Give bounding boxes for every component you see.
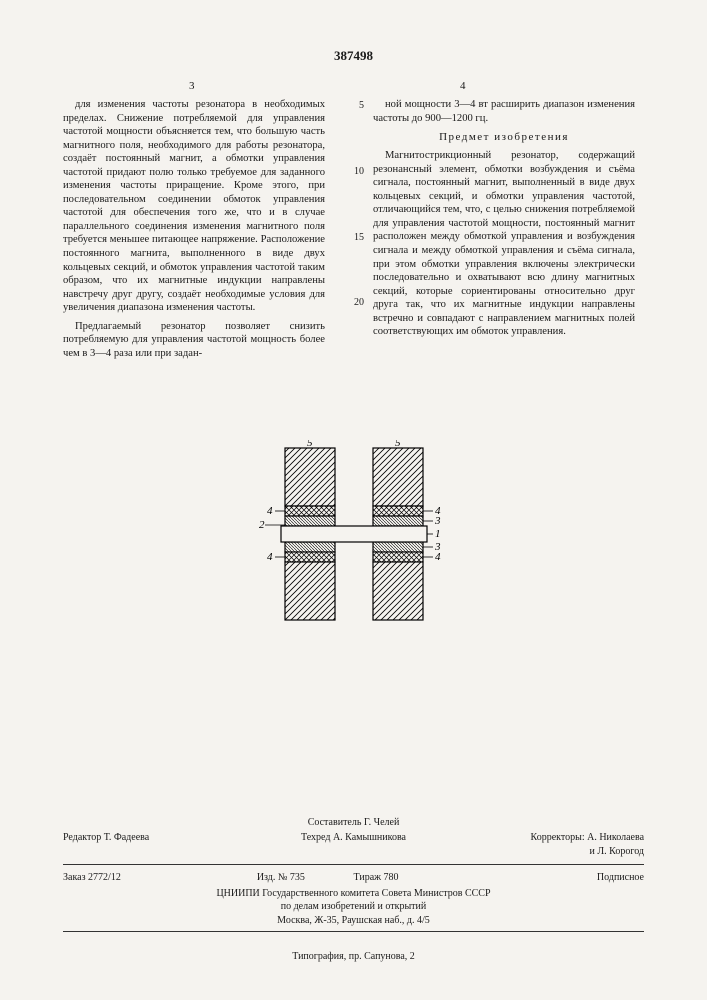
org-line: Москва, Ж-35, Раушская наб., д. 4/5 [63, 914, 644, 928]
compiler-line: Составитель Г. Челей [63, 816, 644, 830]
tirage: Тираж 780 [354, 871, 499, 885]
svg-text:4: 4 [267, 505, 273, 517]
svg-text:4: 4 [267, 551, 273, 563]
body-paragraph: для изменения частоты резонатора в необх… [63, 98, 325, 315]
line-number-gutter: 5 10 15 20 [346, 100, 364, 363]
sign: Подписное [499, 871, 644, 885]
org-line: ЦНИИПИ Государственного комитета Совета … [63, 887, 644, 901]
body-paragraph: Предлагаемый резонатор позволяет снизить… [63, 320, 325, 361]
right-column: ной мощности 3—4 вт расширить диапазон и… [373, 98, 635, 344]
tech: Техред А. Камышникова [257, 831, 451, 858]
editor: Редактор Т. Фадеева [63, 831, 257, 858]
col-header-left: 3 [189, 80, 195, 92]
svg-text:2: 2 [259, 519, 265, 531]
svg-text:1: 1 [435, 528, 441, 540]
issue: Изд. № 735 [208, 871, 353, 885]
correctors: Корректоры: А. Николаева и Л. Корогод [450, 831, 644, 858]
line-number: 15 [346, 232, 364, 245]
line-number: 5 [346, 100, 364, 113]
org-line: по делам изобретений и открытий [63, 900, 644, 914]
line-number: 20 [346, 297, 364, 310]
svg-text:3: 3 [434, 515, 441, 527]
order: Заказ 2772/12 [63, 871, 208, 885]
left-column: для изменения частоты резонатора в необх… [63, 98, 325, 365]
footer-block: Составитель Г. Челей Редактор Т. Фадеева… [63, 816, 644, 937]
printer-line: Типография, пр. Сапунова, 2 [0, 951, 707, 962]
svg-text:5: 5 [395, 440, 401, 449]
svg-text:4: 4 [435, 551, 441, 563]
body-paragraph: ной мощности 3—4 вт расширить диапазон и… [373, 98, 635, 125]
subject-heading: Предмет изобретения [373, 130, 635, 144]
document-number: 387498 [0, 48, 707, 64]
col-header-right: 4 [460, 80, 466, 92]
figure-svg: 5524443134 [249, 440, 459, 630]
body-paragraph: Магнитострикционный резонатор, содержащи… [373, 149, 635, 339]
svg-text:5: 5 [307, 440, 313, 449]
figure: 5524443134 [0, 440, 707, 635]
line-number: 10 [346, 166, 364, 179]
